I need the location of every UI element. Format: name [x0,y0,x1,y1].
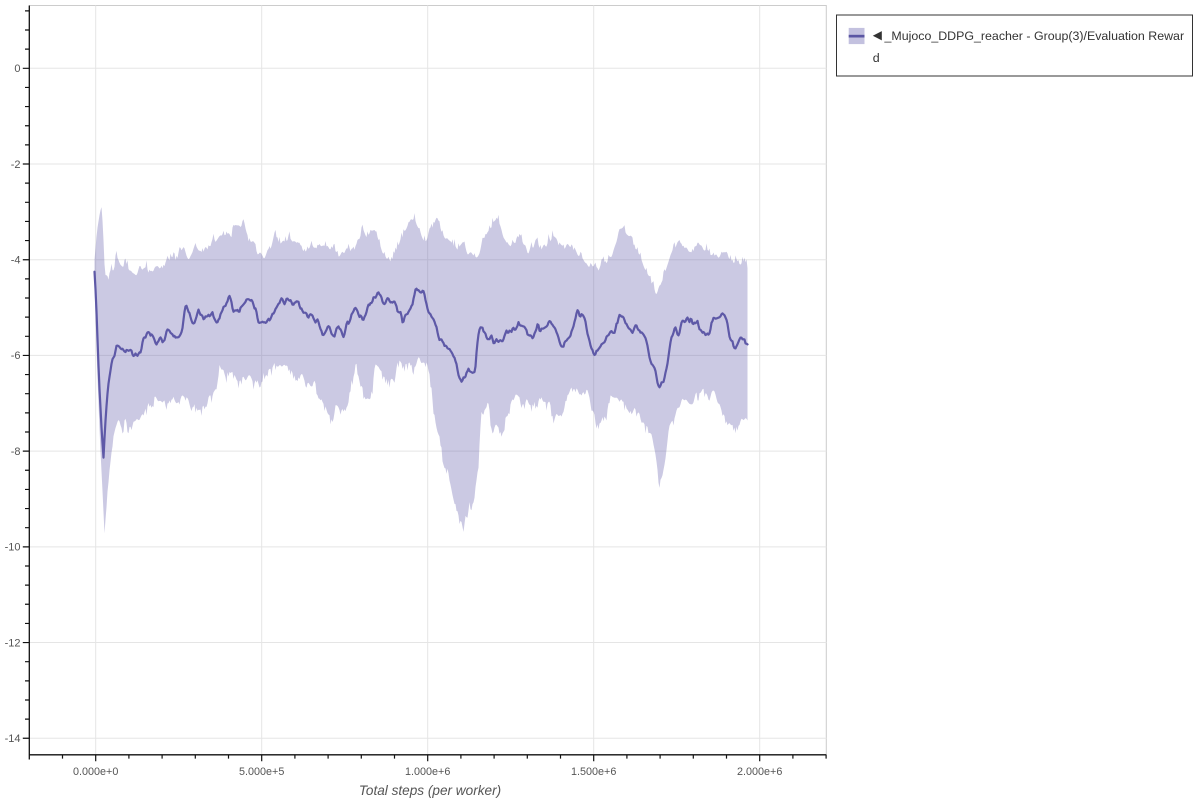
svg-text:-10: -10 [5,542,21,554]
svg-text:-14: -14 [5,733,21,745]
svg-text:-2: -2 [11,159,21,171]
svg-text:1.500e+6: 1.500e+6 [571,766,616,778]
svg-text:2.000e+6: 2.000e+6 [737,766,782,778]
svg-text:-12: -12 [5,637,21,649]
svg-text:_Mujoco_DDPG_reacher - Group(3: _Mujoco_DDPG_reacher - Group(3)/Evaluati… [884,29,1185,43]
svg-text:-4: -4 [11,255,21,267]
svg-text:d: d [873,51,880,65]
svg-text:-8: -8 [11,446,21,458]
svg-text:5.000e+5: 5.000e+5 [239,766,284,778]
svg-text:Total steps (per worker): Total steps (per worker) [359,783,501,798]
svg-text:0.000e+0: 0.000e+0 [73,766,118,778]
svg-text:-6: -6 [11,350,21,362]
svg-text:0: 0 [14,63,20,75]
svg-text:1.000e+6: 1.000e+6 [405,766,450,778]
